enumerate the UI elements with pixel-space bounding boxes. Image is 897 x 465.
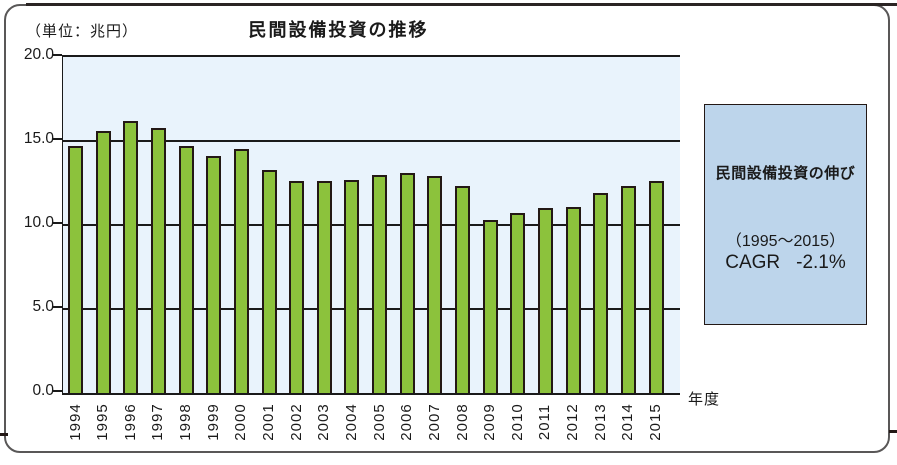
bar-2014 bbox=[620, 186, 636, 393]
plot-area bbox=[62, 55, 680, 395]
y-tick-mark-15 bbox=[52, 138, 62, 140]
left-edge-mark bbox=[0, 433, 8, 436]
y-tick-mark-20 bbox=[52, 54, 62, 56]
y-tick-label-5: 5.0 bbox=[32, 298, 54, 315]
bar-2008 bbox=[455, 186, 470, 393]
bar-1996 bbox=[123, 120, 139, 393]
x-tick-label-1998: 1998 bbox=[177, 403, 195, 441]
bar-1994 bbox=[68, 146, 83, 393]
y-tick-mark-0 bbox=[52, 390, 62, 392]
cagr-summary-box: 民間設備投資の伸び （1995～2015） CAGR -2.1% bbox=[704, 104, 867, 325]
gridline-15 bbox=[63, 140, 680, 142]
bar-2012 bbox=[565, 206, 581, 393]
bar-2000 bbox=[233, 149, 249, 393]
y-tick-label-15: 15.0 bbox=[23, 130, 54, 147]
x-tick-label-2010: 2010 bbox=[508, 403, 526, 441]
x-tick-label-2014: 2014 bbox=[619, 403, 637, 441]
bar-1998 bbox=[178, 146, 194, 393]
y-tick-label-10: 10.0 bbox=[23, 214, 54, 231]
bar-2003 bbox=[316, 181, 332, 393]
x-tick-label-2015: 2015 bbox=[647, 403, 664, 441]
bar-2001 bbox=[261, 169, 277, 393]
x-tick-label-2013: 2013 bbox=[591, 403, 609, 441]
x-tick-label-1995: 1995 bbox=[94, 403, 112, 441]
bar-2002 bbox=[289, 181, 305, 393]
x-tick-label-2003: 2003 bbox=[315, 403, 333, 441]
y-tick-mark-5 bbox=[52, 306, 62, 308]
x-tick-label-2012: 2012 bbox=[564, 403, 582, 441]
x-tick-label-1997: 1997 bbox=[149, 403, 167, 441]
x-tick-label-2007: 2007 bbox=[425, 403, 443, 441]
bar-2013 bbox=[593, 193, 609, 393]
gridline-5 bbox=[63, 308, 680, 310]
cagr-period: （1995～2015） bbox=[725, 233, 846, 250]
bar-2011 bbox=[537, 208, 553, 393]
y-tick-label-0: 0.0 bbox=[32, 382, 54, 399]
bar-2015 bbox=[648, 181, 664, 393]
bar-2010 bbox=[510, 213, 526, 393]
x-axis-title: 年度 bbox=[688, 391, 721, 408]
x-tick-label-2000: 2000 bbox=[232, 403, 250, 441]
bar-2007 bbox=[427, 176, 443, 393]
x-tick-label-2005: 2005 bbox=[370, 403, 388, 441]
x-tick-label-2002: 2002 bbox=[287, 403, 305, 441]
cagr-value: -2.1% bbox=[796, 252, 846, 273]
y-tick-mark-10 bbox=[52, 222, 62, 224]
x-tick-label-1999: 1999 bbox=[204, 403, 222, 441]
y-axis-unit-label: （単位：兆円） bbox=[26, 23, 139, 40]
cagr-label: CAGR bbox=[725, 252, 781, 273]
x-tick-label-2006: 2006 bbox=[398, 403, 416, 441]
top-border-rule bbox=[26, 3, 897, 6]
x-tick-label-2009: 2009 bbox=[481, 403, 499, 441]
bar-2005 bbox=[372, 174, 388, 393]
right-edge-mark bbox=[889, 430, 897, 433]
x-tick-label-1996: 1996 bbox=[121, 403, 139, 441]
bar-1999 bbox=[206, 156, 222, 393]
cagr-box-title: 民間設備投資の伸び bbox=[715, 165, 856, 182]
x-tick-label-1994: 1994 bbox=[66, 403, 84, 441]
y-tick-label-20: 20.0 bbox=[23, 46, 54, 63]
chart-title: 民間設備投資の推移 bbox=[248, 20, 429, 40]
bar-2009 bbox=[482, 219, 498, 393]
bar-2004 bbox=[344, 179, 360, 393]
x-tick-label-2004: 2004 bbox=[342, 403, 360, 441]
x-tick-label-2001: 2001 bbox=[260, 403, 277, 441]
x-tick-label-2008: 2008 bbox=[453, 403, 471, 441]
x-tick-label-2011: 2011 bbox=[536, 403, 554, 441]
cagr-value-line: CAGR -2.1% bbox=[705, 252, 866, 274]
bar-2006 bbox=[399, 172, 415, 393]
bar-1997 bbox=[150, 127, 166, 393]
bar-1995 bbox=[95, 130, 111, 393]
gridline-10 bbox=[63, 224, 680, 226]
